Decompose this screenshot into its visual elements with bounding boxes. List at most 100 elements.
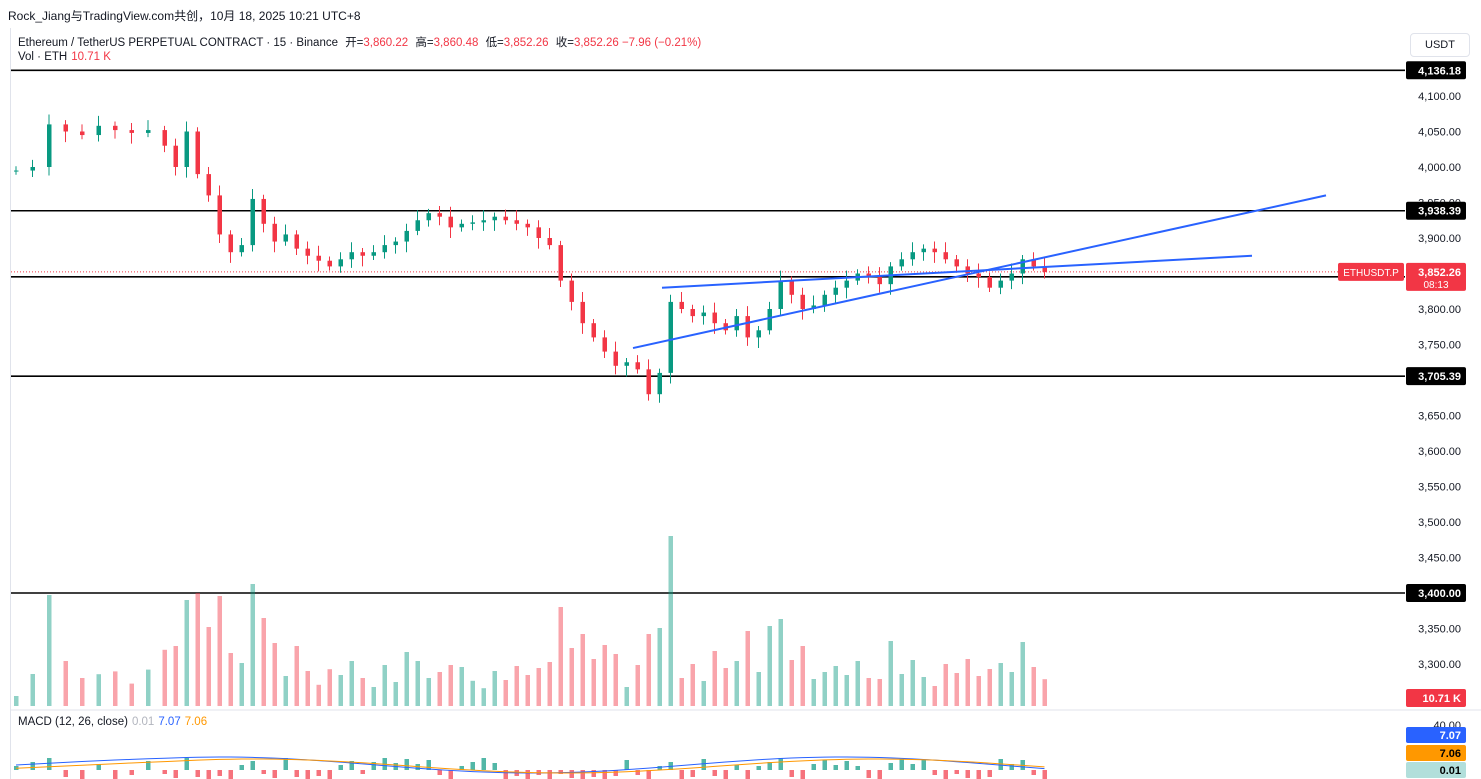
candle-body[interactable] <box>47 124 52 167</box>
candle-body[interactable] <box>382 245 388 253</box>
candle-body[interactable] <box>30 167 36 171</box>
candle-body[interactable] <box>624 362 630 366</box>
currency-button[interactable]: USDT <box>1410 33 1470 57</box>
candle-body[interactable] <box>668 301 674 373</box>
candle-body[interactable] <box>63 124 69 132</box>
candle-body[interactable] <box>1009 273 1015 281</box>
candle-body[interactable] <box>448 216 454 228</box>
candle-body[interactable] <box>129 130 135 133</box>
candle-body[interactable] <box>14 170 19 172</box>
candle-body[interactable] <box>525 223 531 228</box>
countdown-label: 08:13 <box>1423 280 1448 291</box>
candle-body[interactable] <box>371 252 377 256</box>
wedge-trendline[interactable] <box>632 194 1327 350</box>
candle-body[interactable] <box>1042 266 1048 273</box>
candle-body[interactable] <box>910 252 916 260</box>
candle-body[interactable] <box>712 312 718 324</box>
candle-body[interactable] <box>360 252 366 256</box>
symbol-title[interactable]: Ethereum / TetherUS PERPETUAL CONTRACT ·… <box>18 37 338 49</box>
candle-body[interactable] <box>294 234 300 249</box>
candle-body[interactable] <box>481 220 487 223</box>
candle-body[interactable] <box>113 125 118 131</box>
candle-body[interactable] <box>646 369 652 395</box>
macd-title[interactable]: MACD (12, 26, close) <box>18 716 128 728</box>
candle-body[interactable] <box>954 259 960 267</box>
chart-frame[interactable] <box>10 28 1406 779</box>
candle-body[interactable] <box>789 280 795 295</box>
level-price-tag <box>1406 367 1466 386</box>
candle-body[interactable] <box>800 294 806 309</box>
candle-body[interactable] <box>437 213 443 217</box>
candle-body[interactable] <box>591 323 597 338</box>
candle-body[interactable] <box>998 280 1004 288</box>
candle-body[interactable] <box>283 234 289 242</box>
candle-body[interactable] <box>558 245 564 281</box>
candle-body[interactable] <box>146 130 151 133</box>
candle-body[interactable] <box>261 198 267 224</box>
candle-body[interactable] <box>162 130 168 146</box>
volume-label[interactable]: Vol · ETH <box>18 51 68 63</box>
candle-body[interactable] <box>404 230 410 242</box>
candle-body[interactable] <box>657 372 663 395</box>
candle-body[interactable] <box>272 223 278 242</box>
candle-body[interactable] <box>767 309 773 331</box>
candle-body[interactable] <box>250 198 256 246</box>
candle-body[interactable] <box>503 216 509 221</box>
candle-body[interactable] <box>679 301 685 309</box>
candle-body[interactable] <box>701 312 707 317</box>
candle-body[interactable] <box>349 252 355 260</box>
candle-body[interactable] <box>690 309 696 317</box>
volume-value: 10.71 K <box>71 51 111 63</box>
candle-body[interactable] <box>492 216 498 221</box>
candle-body[interactable] <box>822 294 828 306</box>
candle-body[interactable] <box>569 280 575 302</box>
candle-body[interactable] <box>778 280 784 309</box>
candle-body[interactable] <box>393 241 399 246</box>
candle-body[interactable] <box>866 273 872 278</box>
candle-body[interactable] <box>80 131 85 136</box>
candle-body[interactable] <box>976 273 982 278</box>
candle-body[interactable] <box>536 227 542 238</box>
candle-body[interactable] <box>195 131 201 175</box>
candle-body[interactable] <box>514 220 520 224</box>
candle-body[interactable] <box>844 280 850 288</box>
candle-body[interactable] <box>239 245 245 253</box>
candle-body[interactable] <box>173 145 179 167</box>
candle-body[interactable] <box>921 248 927 253</box>
candle-body[interactable] <box>96 125 102 136</box>
candle-body[interactable] <box>547 238 553 246</box>
candle-body[interactable] <box>327 260 333 267</box>
candle-body[interactable] <box>580 301 586 324</box>
candle-body[interactable] <box>877 277 883 285</box>
candle-body[interactable] <box>602 337 608 352</box>
candle-body[interactable] <box>305 248 311 256</box>
candle-body[interactable] <box>899 259 905 267</box>
candle-body[interactable] <box>228 234 234 253</box>
volume-bar <box>833 666 838 706</box>
candle-body[interactable] <box>1031 259 1037 267</box>
candle-body[interactable] <box>415 220 421 231</box>
candle-body[interactable] <box>184 131 190 168</box>
candle-body[interactable] <box>833 287 839 295</box>
candle-body[interactable] <box>965 266 971 274</box>
candle-body[interactable] <box>613 351 619 366</box>
candle-body[interactable] <box>459 223 465 228</box>
candle-body[interactable] <box>217 195 223 235</box>
volume-bar <box>316 684 321 706</box>
candle-body[interactable] <box>426 213 432 221</box>
candle-body[interactable] <box>635 362 641 370</box>
candle-body[interactable] <box>470 222 476 224</box>
candle-body[interactable] <box>745 316 751 338</box>
candle-body[interactable] <box>338 259 344 267</box>
wedge-trendline[interactable] <box>661 254 1253 289</box>
candle-body[interactable] <box>932 248 938 253</box>
candle-body[interactable] <box>316 255 322 261</box>
candle-body[interactable] <box>1020 259 1026 274</box>
volume-bar <box>217 596 222 706</box>
candle-body[interactable] <box>206 174 212 196</box>
candle-body[interactable] <box>987 277 993 288</box>
candle-body[interactable] <box>756 330 762 338</box>
candle-body[interactable] <box>943 252 949 260</box>
candle-body[interactable] <box>734 316 740 331</box>
